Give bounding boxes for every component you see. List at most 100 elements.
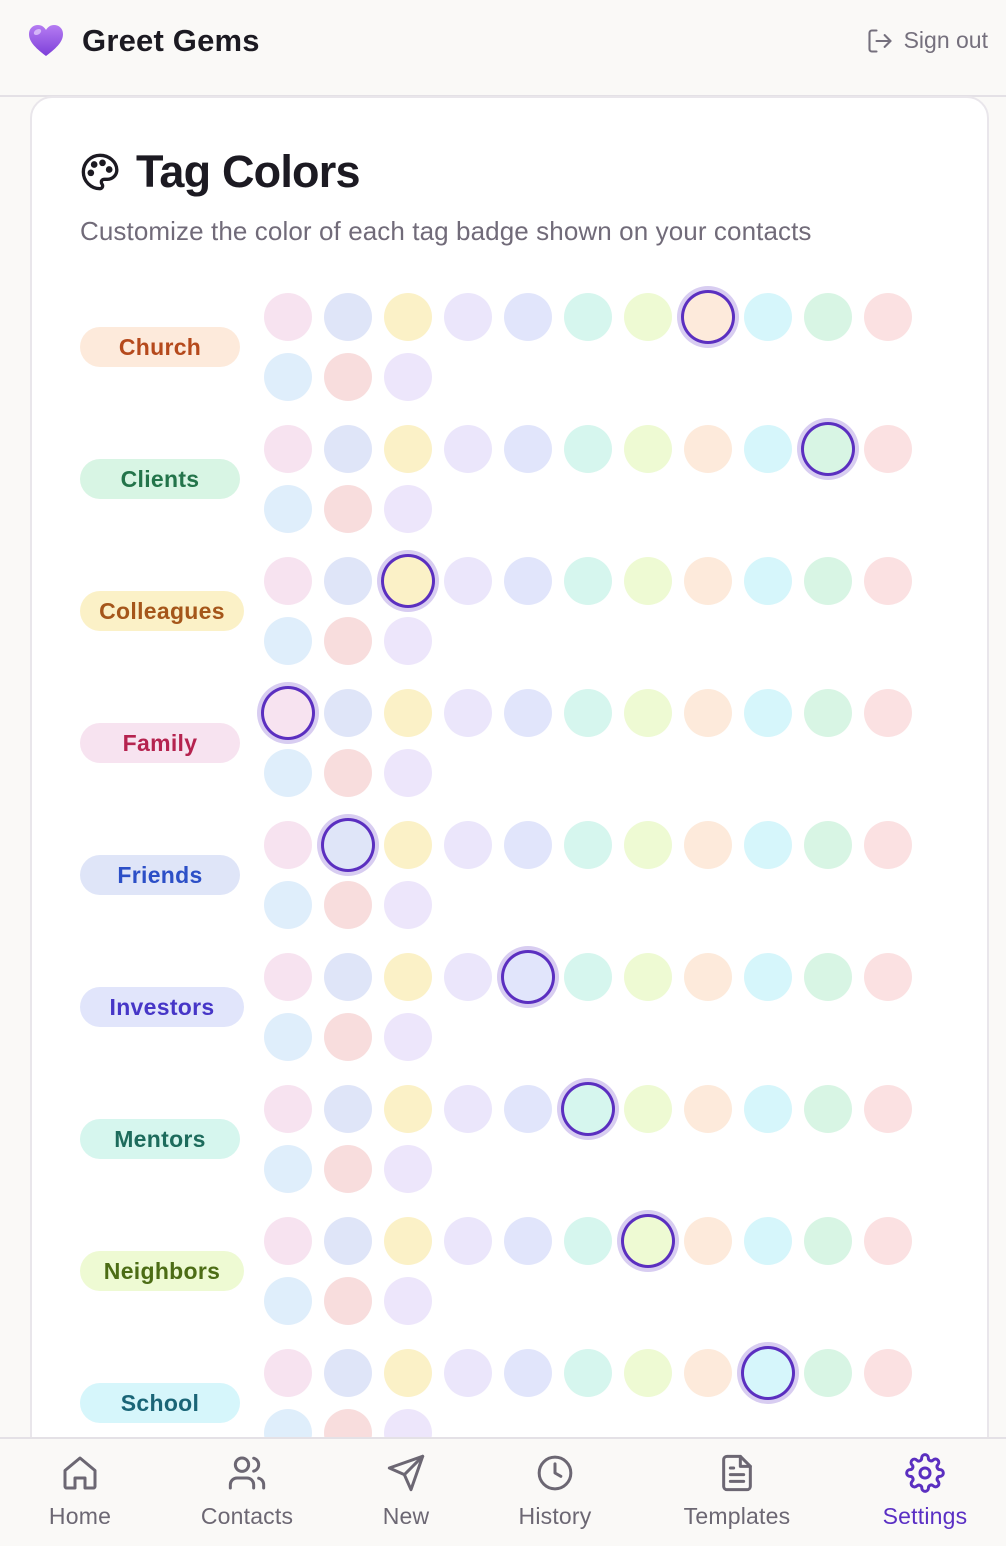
color-swatch-indigo[interactable] — [504, 689, 552, 737]
color-swatch-cyan[interactable] — [744, 689, 792, 737]
color-swatch-rose[interactable] — [324, 1277, 372, 1325]
color-swatch-blue[interactable] — [324, 557, 372, 605]
color-swatch-lavender[interactable] — [444, 293, 492, 341]
color-swatch-teal[interactable] — [564, 1217, 612, 1265]
color-swatch-pink[interactable] — [264, 953, 312, 1001]
color-swatch-sky[interactable] — [264, 881, 312, 929]
color-swatch-blue[interactable] — [324, 425, 372, 473]
color-swatch-yellow[interactable] — [384, 953, 432, 1001]
color-swatch-lavender[interactable] — [444, 1085, 492, 1133]
color-swatch-rose[interactable] — [324, 353, 372, 401]
color-swatch-lime[interactable] — [624, 1085, 672, 1133]
color-swatch-green[interactable] — [804, 1349, 852, 1397]
color-swatch-yellow[interactable] — [384, 689, 432, 737]
color-swatch-indigo[interactable] — [504, 953, 552, 1001]
color-swatch-red[interactable] — [864, 425, 912, 473]
nav-history[interactable]: History — [480, 1453, 630, 1530]
color-swatch-yellow[interactable] — [384, 293, 432, 341]
color-swatch-violet[interactable] — [384, 1145, 432, 1193]
color-swatch-indigo[interactable] — [504, 821, 552, 869]
nav-home[interactable]: Home — [5, 1453, 155, 1530]
color-swatch-cyan[interactable] — [744, 557, 792, 605]
color-swatch-green[interactable] — [804, 689, 852, 737]
color-swatch-red[interactable] — [864, 1217, 912, 1265]
color-swatch-sky[interactable] — [264, 749, 312, 797]
color-swatch-cyan[interactable] — [744, 1085, 792, 1133]
color-swatch-lime[interactable] — [624, 425, 672, 473]
color-swatch-cyan[interactable] — [744, 425, 792, 473]
color-swatch-sky[interactable] — [264, 353, 312, 401]
color-swatch-yellow[interactable] — [384, 1217, 432, 1265]
color-swatch-blue[interactable] — [324, 821, 372, 869]
color-swatch-pink[interactable] — [264, 557, 312, 605]
color-swatch-pink[interactable] — [264, 1349, 312, 1397]
color-swatch-blue[interactable] — [324, 293, 372, 341]
color-swatch-lime[interactable] — [624, 1349, 672, 1397]
color-swatch-indigo[interactable] — [504, 425, 552, 473]
color-swatch-lavender[interactable] — [444, 821, 492, 869]
color-swatch-teal[interactable] — [564, 953, 612, 1001]
color-swatch-teal[interactable] — [564, 557, 612, 605]
color-swatch-indigo[interactable] — [504, 1217, 552, 1265]
color-swatch-rose[interactable] — [324, 881, 372, 929]
color-swatch-indigo[interactable] — [504, 1085, 552, 1133]
color-swatch-teal[interactable] — [564, 425, 612, 473]
color-swatch-lavender[interactable] — [444, 1217, 492, 1265]
color-swatch-rose[interactable] — [324, 749, 372, 797]
color-swatch-lime[interactable] — [624, 689, 672, 737]
color-swatch-lime[interactable] — [624, 557, 672, 605]
color-swatch-pink[interactable] — [264, 689, 312, 737]
sign-out-button[interactable]: Sign out — [866, 27, 988, 55]
color-swatch-orange[interactable] — [684, 1349, 732, 1397]
color-swatch-rose[interactable] — [324, 1145, 372, 1193]
color-swatch-green[interactable] — [804, 1217, 852, 1265]
color-swatch-green[interactable] — [804, 953, 852, 1001]
color-swatch-lavender[interactable] — [444, 557, 492, 605]
color-swatch-pink[interactable] — [264, 1217, 312, 1265]
color-swatch-green[interactable] — [804, 557, 852, 605]
color-swatch-green[interactable] — [804, 821, 852, 869]
color-swatch-orange[interactable] — [684, 689, 732, 737]
color-swatch-sky[interactable] — [264, 1145, 312, 1193]
color-swatch-yellow[interactable] — [384, 1085, 432, 1133]
color-swatch-blue[interactable] — [324, 1085, 372, 1133]
color-swatch-teal[interactable] — [564, 1349, 612, 1397]
color-swatch-pink[interactable] — [264, 293, 312, 341]
color-swatch-cyan[interactable] — [744, 1349, 792, 1397]
color-swatch-orange[interactable] — [684, 425, 732, 473]
color-swatch-blue[interactable] — [324, 1349, 372, 1397]
color-swatch-yellow[interactable] — [384, 1349, 432, 1397]
color-swatch-orange[interactable] — [684, 1085, 732, 1133]
color-swatch-lime[interactable] — [624, 821, 672, 869]
color-swatch-red[interactable] — [864, 1085, 912, 1133]
color-swatch-lime[interactable] — [624, 1217, 672, 1265]
color-swatch-red[interactable] — [864, 557, 912, 605]
color-swatch-violet[interactable] — [384, 881, 432, 929]
nav-settings[interactable]: Settings — [850, 1453, 1000, 1530]
color-swatch-orange[interactable] — [684, 953, 732, 1001]
color-swatch-rose[interactable] — [324, 617, 372, 665]
color-swatch-indigo[interactable] — [504, 1349, 552, 1397]
color-swatch-blue[interactable] — [324, 1217, 372, 1265]
color-swatch-cyan[interactable] — [744, 821, 792, 869]
color-swatch-teal[interactable] — [564, 689, 612, 737]
color-swatch-rose[interactable] — [324, 1013, 372, 1061]
color-swatch-lavender[interactable] — [444, 1349, 492, 1397]
color-swatch-cyan[interactable] — [744, 293, 792, 341]
nav-templates[interactable]: Templates — [662, 1453, 812, 1530]
color-swatch-lavender[interactable] — [444, 425, 492, 473]
color-swatch-violet[interactable] — [384, 617, 432, 665]
color-swatch-green[interactable] — [804, 1085, 852, 1133]
color-swatch-red[interactable] — [864, 821, 912, 869]
color-swatch-lavender[interactable] — [444, 953, 492, 1001]
color-swatch-pink[interactable] — [264, 1085, 312, 1133]
color-swatch-red[interactable] — [864, 1349, 912, 1397]
nav-new[interactable]: New — [331, 1453, 481, 1530]
brand[interactable]: Greet Gems — [28, 23, 260, 59]
color-swatch-teal[interactable] — [564, 821, 612, 869]
nav-contacts[interactable]: Contacts — [172, 1453, 322, 1530]
color-swatch-sky[interactable] — [264, 1013, 312, 1061]
color-swatch-indigo[interactable] — [504, 293, 552, 341]
color-swatch-violet[interactable] — [384, 353, 432, 401]
color-swatch-cyan[interactable] — [744, 1217, 792, 1265]
